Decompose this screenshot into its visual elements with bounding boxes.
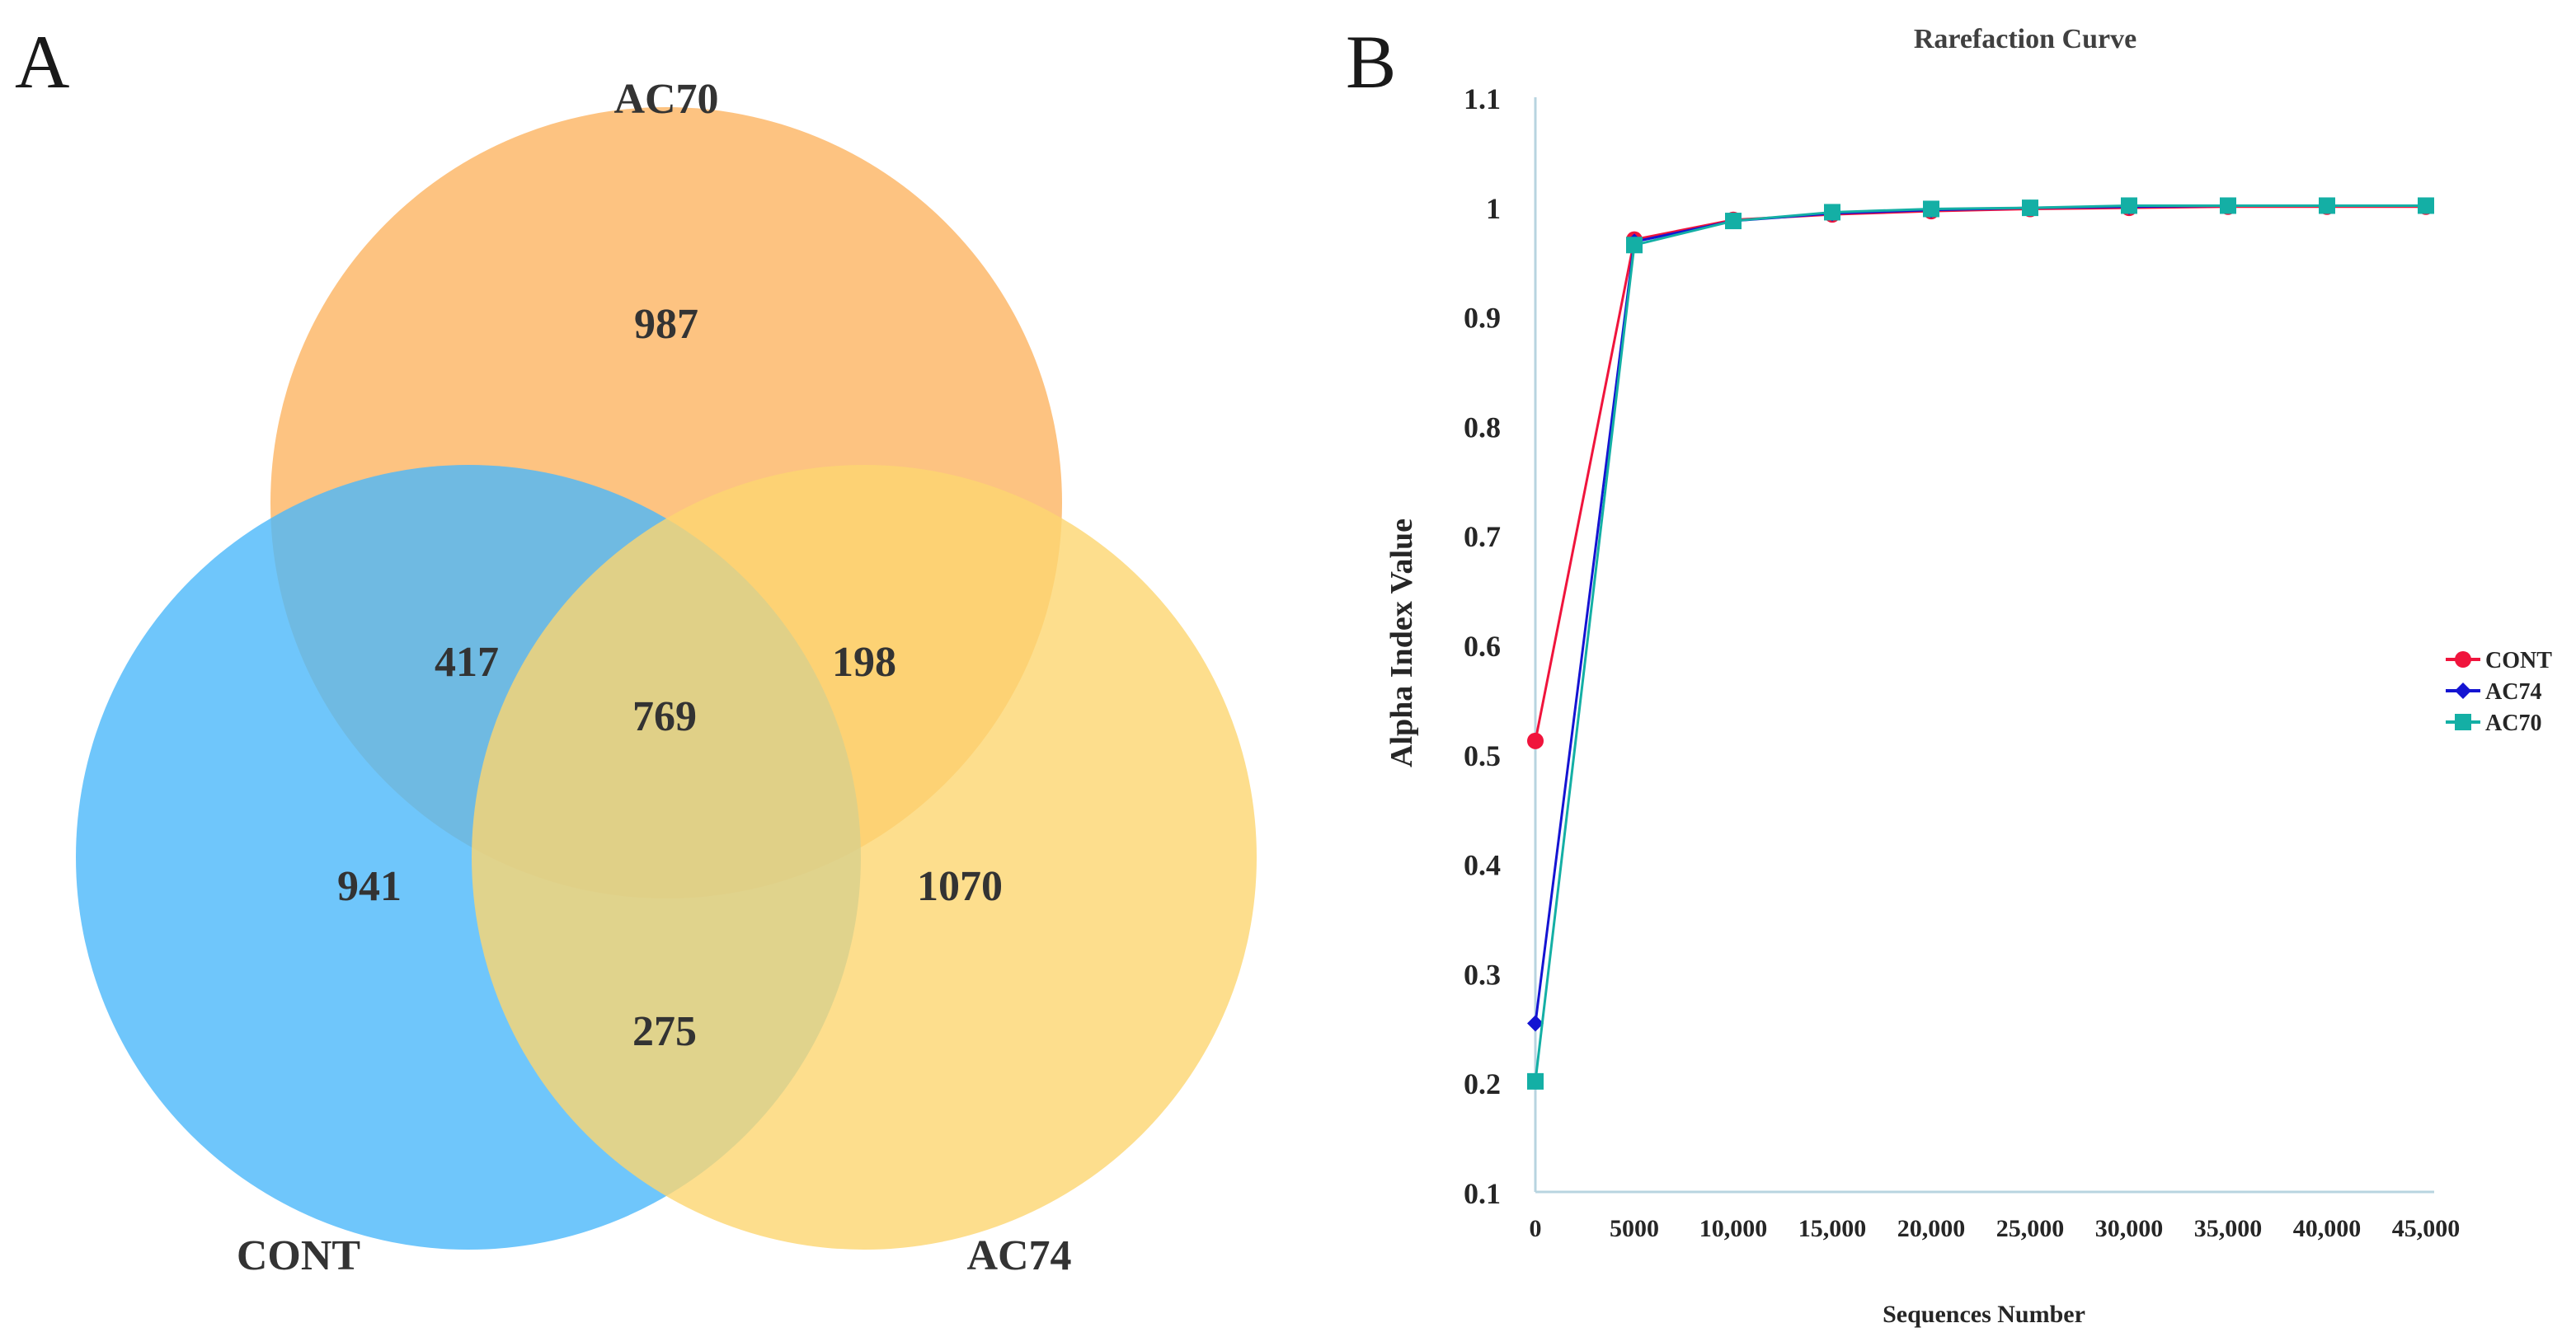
y-tick-label: 0.7 bbox=[1464, 520, 1501, 553]
x-tick-label: 5000 bbox=[1610, 1215, 1659, 1242]
chart-title: Rarefaction Curve bbox=[1914, 24, 2136, 54]
panel-b-letter: B bbox=[1346, 20, 1396, 104]
legend-label-ac70: AC70 bbox=[2485, 711, 2541, 736]
y-tick-label: 0.9 bbox=[1464, 302, 1501, 335]
legend: CONT AC74 AC70 bbox=[2446, 648, 2552, 736]
y-tick-label: 1 bbox=[1486, 192, 1501, 225]
venn-count-all: 769 bbox=[632, 693, 697, 740]
x-tick-label: 25,000 bbox=[1996, 1215, 2065, 1242]
y-tick-label: 0.8 bbox=[1464, 410, 1501, 443]
venn-count-ac74-only: 1070 bbox=[917, 863, 1003, 910]
y-axis-label: Alpha Index Value bbox=[1384, 518, 1419, 767]
x-tick-label: 15,000 bbox=[1798, 1215, 1867, 1242]
venn-count-ac70-only: 987 bbox=[634, 301, 698, 348]
venn-label-ac70: AC70 bbox=[613, 76, 718, 123]
venn-count-cont-only: 941 bbox=[337, 863, 402, 910]
legend-marker-ac74 bbox=[2455, 683, 2471, 699]
x-tick-label: 40,000 bbox=[2293, 1215, 2362, 1242]
series-line-ac74 bbox=[1534, 204, 2426, 1024]
venn-diagram: A AC70 CONT AC74 987 941 1070 417 198 27… bbox=[15, 20, 1257, 1279]
series-line-ac70 bbox=[1534, 204, 2426, 1082]
y-tick-label: 0.5 bbox=[1464, 739, 1501, 772]
venn-count-ac70-ac74: 198 bbox=[832, 639, 896, 686]
x-tick-label: 30,000 bbox=[2095, 1215, 2164, 1242]
venn-circle-ac74 bbox=[472, 465, 1257, 1250]
venn-label-ac74: AC74 bbox=[966, 1232, 1071, 1279]
data-point-cont bbox=[1527, 732, 1544, 749]
data-point-ac70 bbox=[2418, 197, 2434, 214]
data-point-ac70 bbox=[1824, 204, 1840, 221]
x-tick-label: 45,000 bbox=[2392, 1215, 2461, 1242]
series-layer bbox=[1527, 197, 2434, 1090]
data-point-ac70 bbox=[1923, 200, 1939, 218]
y-tick-label: 1.1 bbox=[1464, 82, 1501, 115]
x-tick-label: 0 bbox=[1530, 1215, 1542, 1242]
venn-count-cont-ac74: 275 bbox=[632, 1008, 697, 1055]
x-tick-labels: 0 5000 10,000 15,000 20,000 25,000 30,000 35,00… bbox=[1530, 1215, 2461, 1242]
data-point-ac70 bbox=[1527, 1072, 1544, 1090]
venn-label-cont: CONT bbox=[237, 1232, 360, 1279]
y-tick-label: 0.3 bbox=[1464, 958, 1501, 991]
panel-a-letter: A bbox=[15, 20, 69, 104]
data-point-ac70 bbox=[1725, 213, 1742, 230]
legend-marker-ac70 bbox=[2455, 714, 2471, 730]
data-point-ac70 bbox=[2022, 199, 2038, 217]
y-tick-label: 0.4 bbox=[1464, 849, 1501, 882]
y-tick-label: 0.1 bbox=[1464, 1177, 1501, 1210]
y-tick-labels: 0.1 0.2 0.3 0.4 0.5 0.6 0.7 0.8 0.9 1 1.1 bbox=[1464, 82, 1501, 1210]
x-tick-label: 20,000 bbox=[1897, 1215, 1966, 1242]
legend-label-ac74: AC74 bbox=[2485, 679, 2541, 705]
y-tick-label: 0.6 bbox=[1464, 630, 1501, 663]
x-tick-label: 10,000 bbox=[1699, 1215, 1768, 1242]
legend-label-cont: CONT bbox=[2485, 648, 2552, 673]
data-point-ac74 bbox=[1527, 1015, 1544, 1032]
data-point-ac70 bbox=[1626, 237, 1643, 254]
data-point-ac70 bbox=[2319, 197, 2335, 214]
data-point-ac70 bbox=[2121, 197, 2137, 214]
x-tick-label: 35,000 bbox=[2194, 1215, 2263, 1242]
data-point-ac70 bbox=[2220, 197, 2236, 214]
venn-count-cont-ac70: 417 bbox=[435, 639, 499, 686]
x-axis-label: Sequences Number bbox=[1883, 1301, 2085, 1328]
y-tick-label: 0.2 bbox=[1464, 1067, 1501, 1100]
legend-marker-cont bbox=[2455, 651, 2471, 668]
rarefaction-chart: B Rarefaction Curve 0.10.20.30.40.50.60.… bbox=[1346, 20, 2552, 1328]
series-line-cont bbox=[1534, 205, 2426, 742]
